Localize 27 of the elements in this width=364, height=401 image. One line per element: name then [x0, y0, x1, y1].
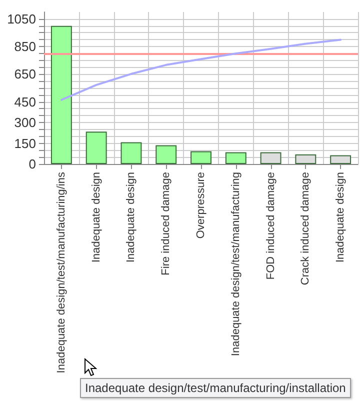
x-tick-label: Inadequate design/test/manufacturing [230, 172, 242, 356]
x-tick-label: FOD induced damage [264, 172, 277, 280]
bar [50, 26, 72, 164]
text: Inadequate design/test/manufacturing/installation [80, 378, 351, 398]
bar [120, 142, 142, 164]
bar [156, 145, 177, 164]
x-tick-label: Inadequate design [125, 172, 138, 263]
x-tick-label: Inadequate design [334, 172, 347, 263]
y-tick-label: 150 [14, 136, 36, 151]
y-tick-label: 1050 [7, 11, 36, 26]
x-tick-label: Inadequate design [90, 172, 102, 263]
y-tick-label: 650 [14, 66, 36, 82]
bar [295, 154, 316, 164]
y-tick-label: 300 [14, 115, 36, 130]
bar [86, 132, 107, 164]
x-tick-label: Inadequate design/test/manufacturing/ins [55, 172, 68, 374]
y-tick-label: 450 [14, 94, 36, 110]
bar [190, 151, 212, 164]
y-tick-label: 0 [28, 156, 36, 172]
bar [260, 152, 282, 164]
x-tick-label: Crack induced damage [300, 172, 312, 286]
bar [225, 152, 246, 164]
x-tick-label: Overpressure [195, 172, 207, 239]
y-tick-label: 850 [14, 39, 36, 54]
line-series [60, 38, 342, 101]
x-tick-label: Fire induced damage [160, 172, 172, 276]
bar [330, 155, 352, 164]
